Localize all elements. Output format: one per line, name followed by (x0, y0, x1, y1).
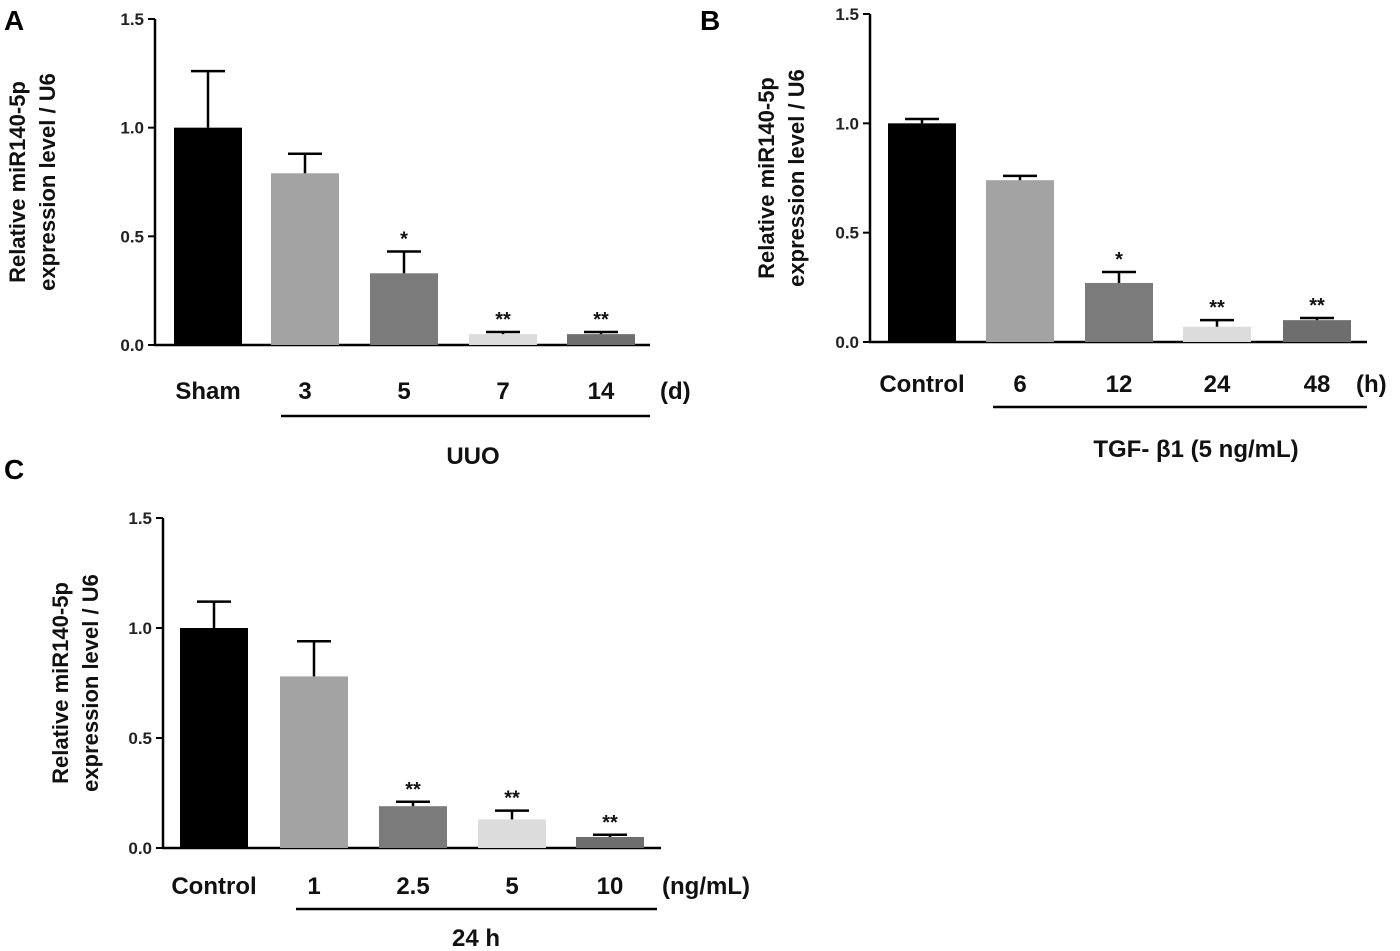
x-tick-label: 7 (496, 378, 509, 405)
y-tick-label: 1.5 (120, 10, 144, 29)
x-tick-label: 6 (1013, 371, 1026, 398)
bar (567, 334, 635, 345)
y-axis-label: Relative miR140-5p (754, 77, 779, 279)
bar (280, 676, 348, 848)
significance-mark: * (400, 229, 408, 251)
x-tick-label: 24 (1204, 371, 1231, 398)
y-tick-label: 1.0 (835, 114, 859, 133)
bar (379, 806, 447, 848)
y-tick-label: 0.5 (120, 227, 144, 246)
bar (1183, 326, 1251, 342)
significance-mark: ** (405, 779, 421, 801)
bar (271, 173, 339, 345)
significance-mark: ** (602, 812, 618, 834)
bar (469, 334, 537, 345)
group-label: UUO (446, 443, 499, 470)
panel-letter: B (700, 5, 720, 36)
bar (370, 273, 438, 345)
significance-mark: ** (593, 309, 609, 331)
y-axis-label: expression level / U6 (784, 69, 809, 287)
x-tick-label: Control (171, 873, 256, 900)
y-axis-label: Relative miR140-5p (48, 582, 73, 784)
x-tick-label: 3 (298, 378, 311, 405)
bar (180, 628, 248, 848)
x-tick-label: 48 (1304, 371, 1331, 398)
y-axis-label: expression level / U6 (35, 73, 60, 291)
x-unit-label: (h) (1356, 371, 1387, 398)
x-tick-label: 14 (588, 378, 615, 405)
panel-a: A Relative miR140-5p expression level / U6… (4, 5, 691, 470)
significance-mark: ** (495, 309, 511, 331)
y-tick-label: 1.5 (128, 509, 152, 528)
x-tick-label: 10 (597, 873, 624, 900)
x-unit-label: (ng/mL) (662, 873, 750, 900)
significance-mark: ** (1309, 295, 1325, 317)
x-tick-label: 12 (1106, 371, 1133, 398)
x-tick-label: 5 (397, 378, 410, 405)
panel-letter: A (4, 5, 24, 36)
bar (1085, 282, 1153, 342)
y-tick-label: 0.0 (128, 839, 152, 858)
y-tick-label: 1.5 (835, 5, 859, 24)
significance-mark: * (1115, 249, 1123, 271)
y-tick-label: 0.5 (835, 224, 859, 243)
bar (1283, 320, 1351, 342)
x-tick-label: 5 (505, 873, 518, 900)
panel-b: B Relative miR140-5p expression level / U6… (700, 5, 1387, 463)
y-tick-label: 0.0 (120, 336, 144, 355)
y-tick-label: 0.5 (128, 729, 152, 748)
significance-mark: ** (504, 788, 520, 810)
y-axis-label: expression level / U6 (78, 574, 103, 792)
bar (888, 123, 956, 342)
group-label: TGF- β1 (5 ng/mL) (1093, 436, 1298, 463)
y-axis-label: Relative miR140-5p (5, 81, 30, 283)
bar (986, 180, 1054, 342)
x-tick-label: Sham (175, 378, 240, 405)
panel-c: C Relative miR140-5p expression level / U6… (4, 454, 750, 951)
x-unit-label: (d) (660, 378, 691, 405)
significance-mark: ** (1209, 297, 1225, 319)
panel-letter: C (4, 454, 24, 485)
y-tick-label: 0.0 (835, 333, 859, 352)
bar (478, 819, 546, 848)
bar (174, 127, 242, 346)
y-tick-label: 1.0 (128, 619, 152, 638)
y-tick-label: 1.0 (120, 119, 144, 138)
bar (576, 837, 644, 848)
x-tick-label: Control (879, 371, 964, 398)
group-label: 24 h (452, 925, 500, 951)
x-tick-label: 1 (307, 873, 320, 900)
x-tick-label: 2.5 (396, 873, 429, 900)
